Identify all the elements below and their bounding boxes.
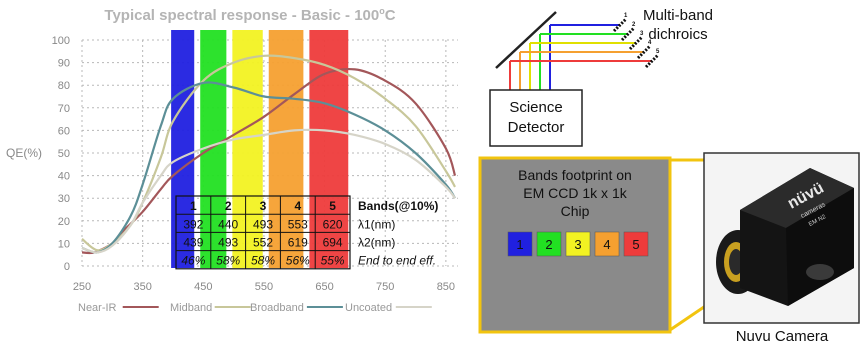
legend-label: Midband [170, 302, 212, 314]
camera-caption: Nuvu Camera [736, 328, 829, 345]
detector-label-line2: Detector [508, 119, 565, 136]
dichroic-number: 5 [656, 49, 660, 55]
y-axis-label: QE(%) [6, 146, 42, 160]
footprint-swatch-4 [594, 231, 620, 257]
main-mirror [495, 11, 557, 69]
footprint-line2: EM CCD 1k x 1k [523, 185, 627, 201]
footprint-swatch-1 [507, 231, 533, 257]
y-tick-label: 40 [58, 171, 70, 183]
band-lambda1-cell: 493 [253, 217, 273, 231]
band-number-cell: 4 [294, 199, 301, 213]
dichroic-number: 1 [624, 13, 628, 19]
footprint-swatch-2 [536, 231, 562, 257]
band-table-label-bands: Bands(@10%) [358, 199, 438, 213]
footprint-swatch-label: 5 [632, 237, 639, 252]
legend-label: Near-IR [78, 302, 117, 314]
y-tick-label: 60 [58, 125, 70, 137]
band-lambda1-cell: 392 [183, 217, 203, 231]
x-tick-label: 250 [73, 281, 91, 293]
y-tick-label: 90 [58, 58, 70, 70]
footprint-line3: Chip [561, 203, 590, 219]
footprint-swatch-3 [565, 231, 591, 257]
camera-illustration [716, 168, 854, 306]
y-tick-label: 0 [64, 261, 70, 273]
band-efficiency-cell: 46% [181, 254, 205, 268]
y-tick-label: 10 [58, 238, 70, 250]
footprint-swatch-label: 2 [545, 237, 552, 252]
band-lambda2-cell: 493 [218, 236, 238, 250]
y-tick-label: 70 [58, 103, 70, 115]
x-tick-label: 750 [376, 281, 394, 293]
band-table: 1 392 439 46% 2 440 493 58% 3 493 552 58% 4 553 619 56%… [175, 195, 438, 270]
detector-label-line1: Science [509, 99, 562, 116]
legend-label: Broadband [250, 302, 304, 314]
band-lambda2-cell: 619 [288, 236, 308, 250]
x-tick-label: 450 [194, 281, 212, 293]
band-3-overlay [232, 30, 263, 268]
dichroic-mirror [644, 53, 660, 69]
y-tick-label: 50 [58, 148, 70, 160]
band-lambda1-cell: 553 [288, 217, 308, 231]
series-line-uncoated [81, 128, 456, 254]
series-lines [81, 54, 457, 255]
band-4-overlay [268, 30, 304, 268]
dichroic-mirror [620, 26, 636, 42]
band-number-cell: 2 [225, 199, 232, 213]
footprint-swatches: 1 2 3 4 5 [507, 231, 649, 257]
spectral-response-chart: Typical spectral response - Basic - 100o… [6, 6, 458, 314]
dichroic-mirror [612, 17, 628, 33]
dichroic-diagram [509, 24, 652, 90]
chart-title: Typical spectral response - Basic - 100o… [104, 6, 395, 24]
band-number-cell: 5 [329, 199, 336, 213]
x-tick-label: 650 [315, 281, 333, 293]
band-number-cell: 3 [260, 199, 267, 213]
y-tick-label: 100 [52, 35, 70, 47]
series-line-broadband [81, 81, 456, 254]
band-efficiency-cell: 56% [286, 254, 310, 268]
band-efficiency-cell: 58% [216, 254, 240, 268]
band-lambda1-cell: 620 [323, 217, 343, 231]
band-lambda2-cell: 439 [183, 236, 203, 250]
axis-ticks: 0 10 20 30 40 50 60 70 80 90 100 250 350 450 550 650 750… [52, 35, 455, 293]
x-tick-label: 550 [255, 281, 273, 293]
footprint-swatch-5 [623, 231, 649, 257]
dichroic-number: 4 [648, 40, 652, 46]
science-detector-box [489, 89, 583, 147]
footprint-line1: Bands footprint on [518, 167, 632, 183]
footprint-swatch-label: 4 [603, 237, 610, 252]
band-lambda2-cell: 552 [253, 236, 273, 250]
chart-legend: Near-IR Midband Broadband Uncoated [78, 302, 432, 314]
dichroic-mirror [636, 44, 652, 60]
dichroics-label-line2: dichroics [648, 26, 707, 43]
dichroic-mirror [628, 35, 644, 51]
footprint-swatch-label: 1 [516, 237, 523, 252]
y-tick-label: 80 [58, 80, 70, 92]
dichroic-number: 2 [632, 22, 636, 28]
legend-label: Uncoated [345, 302, 392, 314]
band-number-cell: 1 [190, 199, 197, 213]
band-table-label-lambda2: λ2(nm) [358, 236, 395, 250]
band-table-label-lambda1: λ1(nm) [358, 217, 395, 231]
dichroics-label-line1: Multi-band [643, 7, 713, 24]
y-tick-label: 30 [58, 193, 70, 205]
x-tick-label: 850 [437, 281, 455, 293]
footprint-swatch-label: 3 [574, 237, 581, 252]
band-lambda1-cell: 440 [218, 217, 238, 231]
band-lambda2-cell: 694 [323, 236, 343, 250]
band-1-overlay [171, 30, 195, 268]
dichroic-number: 3 [640, 31, 644, 37]
y-tick-label: 20 [58, 216, 70, 228]
band-efficiency-cell: 55% [321, 254, 345, 268]
band-table-label-efficiency: End to end eff. [358, 254, 436, 268]
band-efficiency-cell: 58% [251, 254, 275, 268]
x-tick-label: 350 [133, 281, 151, 293]
